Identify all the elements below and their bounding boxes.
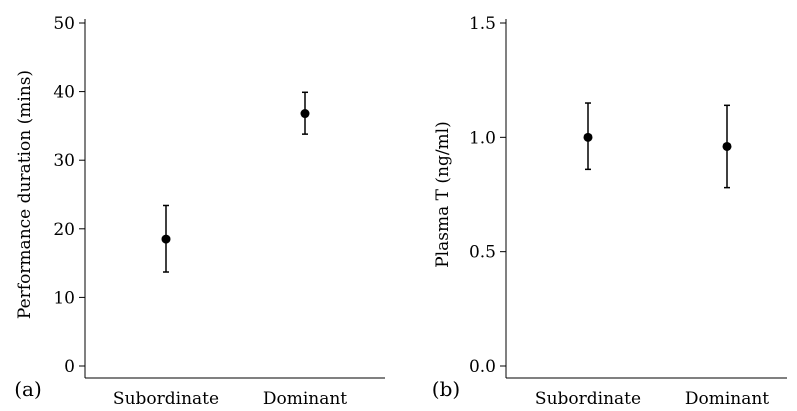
y-tick-label: 0.0 <box>469 357 496 377</box>
data-point <box>161 234 171 244</box>
panel-label: (a) <box>14 377 42 401</box>
data-point <box>583 132 593 142</box>
data-point <box>300 109 310 119</box>
y-axis-title: Plasma T (ng/ml) <box>433 121 453 268</box>
y-tick-label: 20 <box>53 220 75 240</box>
y-tick-label: 0 <box>64 357 75 377</box>
y-tick-label: 30 <box>53 151 75 171</box>
y-axis-title: Performance duration (mins) <box>15 70 35 319</box>
x-category-label: Dominant <box>263 389 347 409</box>
y-tick-label: 1.0 <box>469 128 496 148</box>
y-tick-label: 40 <box>53 83 75 103</box>
x-category-label: Subordinate <box>535 389 641 409</box>
x-category-label: Dominant <box>685 389 769 409</box>
y-tick-label: 50 <box>53 14 75 34</box>
panel-a: 0 10 20 30 40 50 Subordinate Dominant Performanc… <box>14 14 385 409</box>
data-point <box>722 141 732 151</box>
y-tick-label: 0.5 <box>469 243 496 263</box>
x-category-label: Subordinate <box>113 389 219 409</box>
panel-label: (b) <box>432 377 460 401</box>
y-tick-label: 1.5 <box>469 14 496 34</box>
y-tick-label: 10 <box>53 288 75 308</box>
panel-b: 0.0 0.5 1.0 1.5 Subordinate Dominant Plasma T … <box>432 14 787 409</box>
